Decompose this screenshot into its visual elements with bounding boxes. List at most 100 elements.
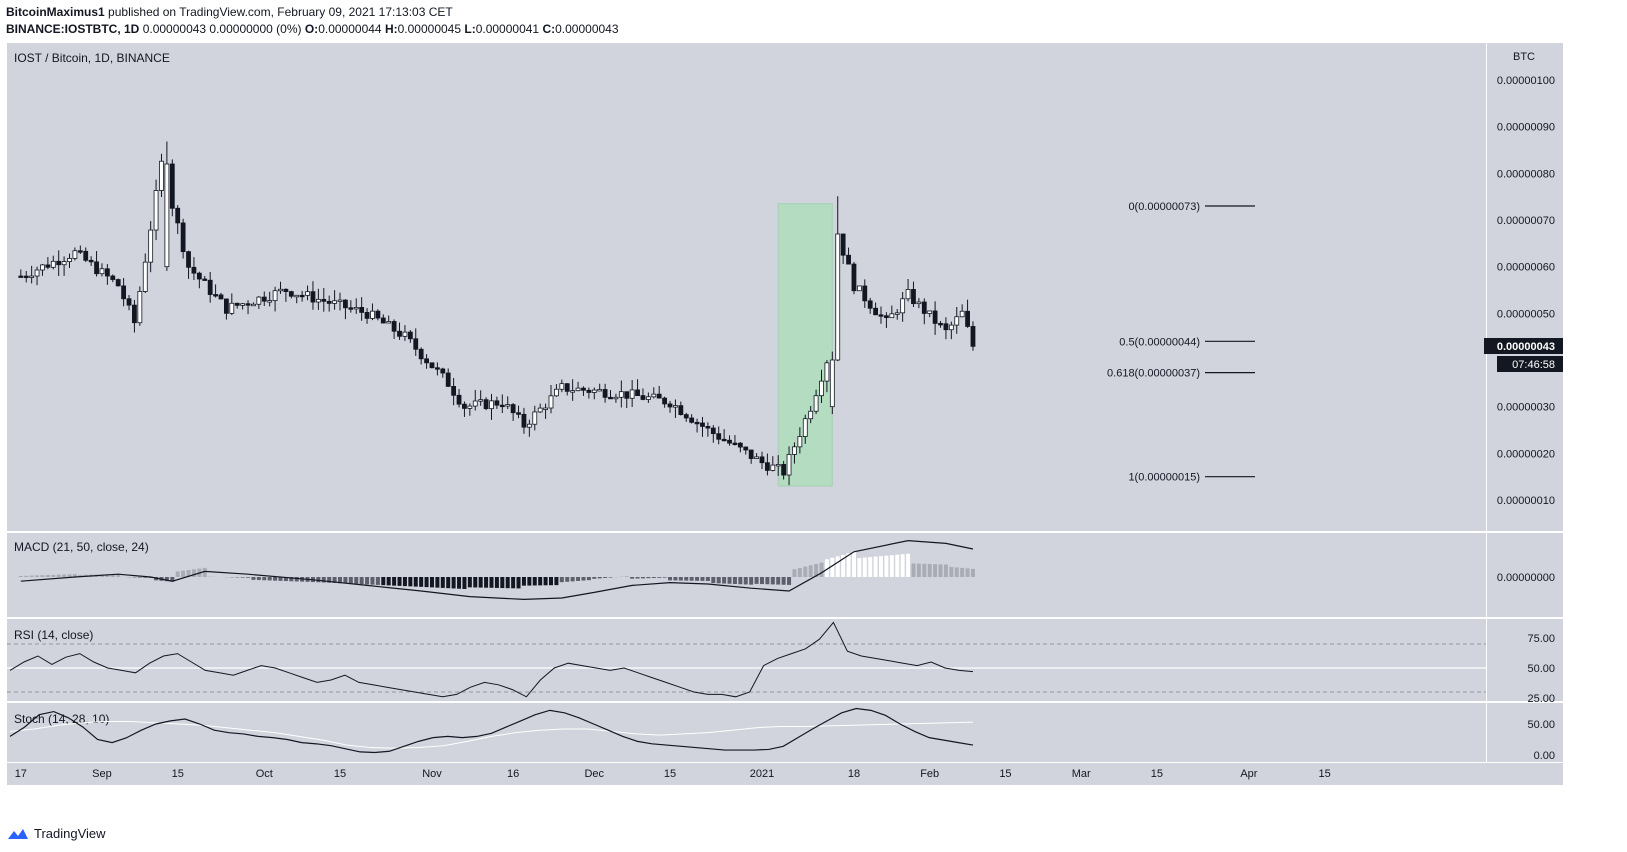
candle bbox=[575, 387, 581, 392]
macd-bar bbox=[841, 554, 846, 577]
macd-bar bbox=[597, 577, 602, 579]
candle bbox=[678, 405, 684, 415]
macd-bar bbox=[846, 553, 851, 577]
macd-bar bbox=[45, 575, 50, 577]
candle bbox=[115, 279, 121, 287]
candle bbox=[640, 395, 646, 400]
macd-bar bbox=[327, 577, 332, 583]
macd-bar bbox=[402, 577, 407, 587]
candle bbox=[299, 294, 305, 298]
candle bbox=[380, 317, 386, 324]
candle bbox=[613, 396, 619, 400]
macd-bar bbox=[900, 554, 905, 577]
macd-bar bbox=[581, 577, 586, 581]
stoch-k-line bbox=[9, 707, 974, 754]
macd-bar bbox=[933, 564, 938, 577]
candle bbox=[23, 275, 29, 279]
candle bbox=[343, 299, 348, 309]
author-name[interactable]: BitcoinMaximus1 bbox=[6, 5, 105, 19]
macd-bar bbox=[916, 563, 921, 577]
candle bbox=[689, 417, 695, 423]
macd-bar bbox=[570, 577, 575, 582]
macd-label: MACD (21, 50, close, 24) bbox=[14, 540, 149, 554]
macd-bar bbox=[419, 577, 424, 587]
candle bbox=[878, 314, 884, 317]
macd-bar bbox=[62, 574, 67, 577]
candle bbox=[467, 405, 473, 409]
time-tick-label: 18 bbox=[848, 768, 860, 780]
price-tick-label: 0.00000080 bbox=[1497, 168, 1555, 180]
macd-bar bbox=[143, 577, 148, 578]
candle bbox=[521, 413, 527, 428]
candle bbox=[153, 190, 159, 231]
time-tick-label: 17 bbox=[15, 768, 27, 780]
pane-rsi bbox=[7, 619, 1486, 701]
countdown-badge bbox=[1497, 356, 1563, 372]
macd-bar bbox=[657, 577, 662, 578]
candle bbox=[267, 300, 273, 303]
macd-bar bbox=[478, 577, 483, 588]
macd-bar bbox=[494, 577, 499, 588]
macd-bar bbox=[413, 577, 418, 587]
candle bbox=[375, 310, 381, 319]
candle bbox=[727, 439, 732, 444]
pane-macd bbox=[7, 533, 1486, 617]
close-value: 0.00000043 bbox=[555, 22, 619, 36]
candle bbox=[829, 359, 835, 408]
macd-bar bbox=[954, 567, 959, 577]
open-key: O: bbox=[304, 22, 319, 36]
candle bbox=[261, 296, 267, 302]
axis-stoch bbox=[1487, 703, 1563, 762]
candle bbox=[959, 310, 965, 318]
macd-bar bbox=[462, 577, 467, 589]
macd-bar bbox=[332, 577, 337, 583]
candle bbox=[813, 395, 819, 412]
macd-bar bbox=[446, 577, 451, 589]
macd-bar bbox=[879, 556, 884, 577]
candle bbox=[88, 259, 94, 263]
macd-bar bbox=[473, 577, 478, 588]
macd-bar bbox=[440, 577, 445, 588]
macd-bar bbox=[716, 577, 721, 584]
candle bbox=[846, 254, 851, 265]
candle bbox=[386, 321, 392, 324]
macd-bar bbox=[938, 564, 943, 577]
candle bbox=[673, 405, 678, 408]
candle bbox=[505, 404, 511, 407]
macd-bar bbox=[516, 577, 521, 589]
candle bbox=[797, 436, 803, 448]
price-tick-label: 0.00000030 bbox=[1497, 402, 1555, 414]
macd-bar bbox=[543, 577, 548, 586]
macd-bar bbox=[435, 577, 440, 588]
candle bbox=[932, 310, 938, 324]
candle bbox=[781, 464, 787, 476]
candle bbox=[591, 389, 597, 393]
stoch-tick-label: 0.00 bbox=[1534, 750, 1555, 762]
time-tick-label: Sep bbox=[92, 768, 112, 780]
macd-bar bbox=[505, 577, 510, 589]
time-tick-label: 15 bbox=[172, 768, 184, 780]
candle bbox=[532, 411, 538, 425]
candle bbox=[472, 400, 478, 407]
macd-bar bbox=[943, 564, 948, 577]
macd-bar bbox=[489, 577, 494, 588]
candle bbox=[651, 393, 657, 398]
macd-bar bbox=[348, 577, 353, 584]
macd-bar bbox=[343, 577, 348, 584]
candle bbox=[911, 289, 916, 305]
macd-bar bbox=[181, 570, 186, 577]
candle bbox=[889, 313, 895, 319]
candle bbox=[213, 294, 218, 297]
candle bbox=[667, 403, 673, 408]
footer-brand: TradingView bbox=[6, 826, 106, 841]
macd-bar bbox=[191, 569, 196, 577]
macd-bar bbox=[467, 577, 472, 588]
macd-bar bbox=[684, 577, 689, 581]
time-tick-label: 15 bbox=[1151, 768, 1163, 780]
candle bbox=[370, 310, 375, 319]
price-tick-label: 0.00000020 bbox=[1497, 448, 1555, 460]
axis-macd bbox=[1487, 533, 1563, 617]
macd-bar bbox=[262, 577, 267, 581]
candle bbox=[294, 294, 300, 298]
